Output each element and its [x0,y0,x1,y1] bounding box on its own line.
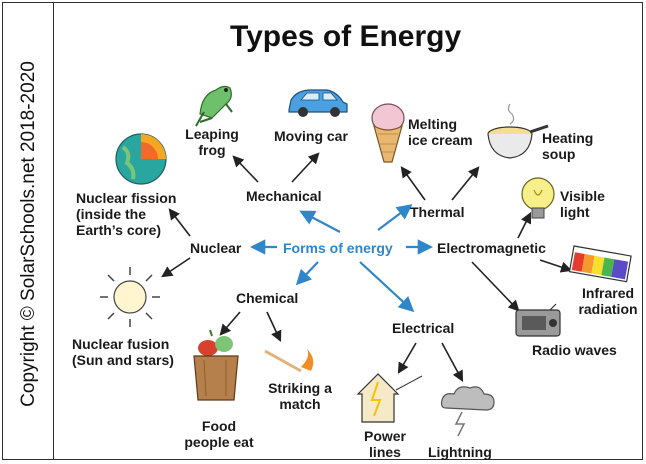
arrow-to-infrared [539,259,573,273]
arrow-to-frog [232,155,259,183]
arrow-to-lightning [441,342,464,382]
arrow-to-light [517,211,532,239]
radio-icon [515,303,561,337]
arrow-to-fusion [161,257,191,278]
frog-icon [195,85,233,127]
example-nuclear-fission: Nuclear fission (inside the Earth’s core… [76,190,177,238]
arrow-to-food [219,311,241,336]
arrow-to-car [291,152,320,183]
category-mechanical: Mechanical [246,188,322,204]
arrow-to-ice-cream [400,166,426,201]
lightning-cloud-icon [440,386,495,437]
arrow-to-soup [451,166,480,201]
arrow-to-electrical [359,261,415,313]
arrow-to-thermal [377,204,413,231]
ice-cream-icon [371,103,405,163]
example-nuclear-fusion: Nuclear fusion (Sun and stars) [72,336,174,368]
earth-icon [115,133,167,185]
example-food-people-eat: Food people eat [184,418,254,450]
arrow-to-fission [168,208,191,237]
example-moving-car: Moving car [274,128,348,144]
sun-icon [100,267,160,327]
infrared-spectrum-icon [568,245,632,283]
food-bag-icon [193,329,239,401]
light-bulb-icon [521,177,555,219]
example-melting-ice-cream: Melting ice cream [408,116,473,148]
car-icon [288,89,348,117]
soup-icon [487,103,549,159]
category-electrical: Electrical [392,320,455,336]
example-infrared-radiation: Infrared radiation [578,285,638,317]
category-chemical: Chemical [236,290,299,306]
match-icon [264,349,314,373]
example-power-lines: Power lines [363,428,406,460]
category-nuclear: Nuclear [190,240,242,256]
example-radio-waves: Radio waves [532,342,617,358]
example-leaping-frog: Leaping frog [185,126,239,158]
copyright-sidebar: Copyright © SolarSchools.net 2018-2020 [2,2,54,460]
arrow-to-radio [471,261,520,312]
example-striking-a-match: Striking a match [268,380,332,412]
diagram-title: Types of Energy [230,20,462,53]
category-electromagnetic: Electromagnetic [437,240,546,256]
example-lightning: Lightning [428,444,492,460]
example-heating-soup: Heating soup [542,130,594,162]
arrow-to-chemical [295,261,319,286]
arrow-to-mechanical [299,210,341,233]
power-house-icon [356,373,423,423]
arrow-to-match [266,311,282,343]
center-label: Forms of energy [283,240,393,256]
diagram-frame [2,2,643,460]
example-visible-light: Visible light [560,188,605,220]
category-thermal: Thermal [410,204,465,220]
arrow-to-power [397,342,417,374]
